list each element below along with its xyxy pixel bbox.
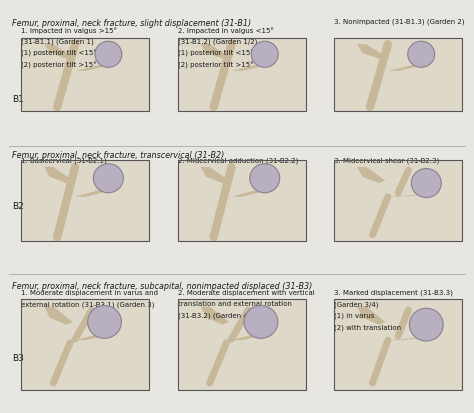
Polygon shape: [388, 66, 426, 72]
Text: (1) posterior tilt <15°: (1) posterior tilt <15°: [178, 50, 254, 57]
Bar: [178, 161, 306, 242]
Bar: [334, 161, 462, 242]
Bar: [334, 299, 462, 390]
Text: 1. Moderate displacement in varus and: 1. Moderate displacement in varus and: [21, 289, 158, 295]
Text: (2) with translation: (2) with translation: [334, 324, 401, 330]
Polygon shape: [75, 190, 113, 197]
Text: 1. Impacted in valgus >15°: 1. Impacted in valgus >15°: [21, 27, 118, 33]
Text: B1: B1: [12, 95, 24, 104]
Bar: [334, 299, 462, 390]
Text: (2) posterior tilt >15°: (2) posterior tilt >15°: [178, 62, 254, 69]
Bar: [178, 299, 306, 390]
Polygon shape: [231, 190, 270, 197]
Bar: [21, 39, 149, 112]
Text: 3. Midcervical shear (31-B2.3): 3. Midcervical shear (31-B2.3): [334, 157, 439, 164]
Text: (Garden 3/4): (Garden 3/4): [334, 301, 379, 307]
Text: translation and external rotation: translation and external rotation: [178, 301, 292, 306]
Polygon shape: [45, 168, 73, 184]
Polygon shape: [357, 307, 385, 325]
Polygon shape: [201, 307, 229, 325]
Ellipse shape: [410, 309, 443, 341]
Polygon shape: [231, 335, 266, 340]
Text: Femur, proximal, neck fracture, subcapital, nonimpacted displaced (31-B3): Femur, proximal, neck fracture, subcapit…: [12, 281, 312, 290]
Text: (1) posterior tilt <15°: (1) posterior tilt <15°: [21, 50, 97, 57]
Ellipse shape: [244, 306, 278, 339]
Polygon shape: [231, 66, 269, 72]
Text: 1. Basicervical (31-B2.1): 1. Basicervical (31-B2.1): [21, 157, 107, 164]
Text: 2. Moderate displacement with vertical: 2. Moderate displacement with vertical: [178, 289, 315, 295]
Text: B3: B3: [12, 353, 24, 362]
Ellipse shape: [250, 164, 280, 193]
Bar: [178, 39, 306, 112]
Polygon shape: [201, 168, 229, 184]
Text: (31-B3.2) (Garden 4): (31-B3.2) (Garden 4): [178, 312, 250, 319]
Polygon shape: [388, 338, 432, 340]
Bar: [21, 39, 149, 112]
Bar: [21, 299, 149, 390]
Bar: [334, 39, 462, 112]
Text: (31-B1.2) (Garden 1/2): (31-B1.2) (Garden 1/2): [178, 38, 257, 45]
Polygon shape: [357, 45, 385, 59]
Bar: [334, 161, 462, 242]
Bar: [21, 161, 149, 242]
Text: external rotation (31-B3.1) (Garden 3): external rotation (31-B3.1) (Garden 3): [21, 301, 155, 307]
Polygon shape: [45, 307, 73, 325]
Bar: [334, 39, 462, 112]
Polygon shape: [201, 45, 229, 59]
Polygon shape: [45, 45, 73, 59]
Bar: [178, 161, 306, 242]
Text: 3. Marked displacement (31-B3.3): 3. Marked displacement (31-B3.3): [334, 289, 453, 296]
Text: Femur, proximal, neck fracture, transcervical (31-B2): Femur, proximal, neck fracture, transcer…: [12, 151, 224, 160]
Bar: [178, 39, 306, 112]
Bar: [21, 161, 149, 242]
Polygon shape: [388, 195, 431, 197]
Text: 3. Nonimpacted (31-B1.3) (Garden 2): 3. Nonimpacted (31-B1.3) (Garden 2): [334, 19, 465, 25]
Polygon shape: [75, 335, 110, 340]
Bar: [21, 299, 149, 390]
Ellipse shape: [88, 306, 121, 339]
Ellipse shape: [408, 42, 435, 68]
Text: 2. Midcervical adduction (31-B2.2): 2. Midcervical adduction (31-B2.2): [178, 157, 298, 164]
Text: Femur, proximal, neck fracture, slight displacement (31-B1): Femur, proximal, neck fracture, slight d…: [12, 19, 251, 28]
Ellipse shape: [93, 164, 123, 193]
Ellipse shape: [411, 169, 441, 198]
Text: (2) posterior tilt >15°: (2) posterior tilt >15°: [21, 62, 97, 69]
Ellipse shape: [251, 42, 278, 68]
Text: B2: B2: [12, 202, 24, 211]
Text: (1) in varus: (1) in varus: [334, 312, 374, 319]
Polygon shape: [75, 66, 113, 72]
Text: 2. Impacted in valgus <15°: 2. Impacted in valgus <15°: [178, 27, 273, 33]
Text: (31-B1.1) (Garden 1): (31-B1.1) (Garden 1): [21, 38, 94, 45]
Ellipse shape: [95, 42, 122, 68]
Bar: [178, 299, 306, 390]
Polygon shape: [357, 168, 385, 184]
